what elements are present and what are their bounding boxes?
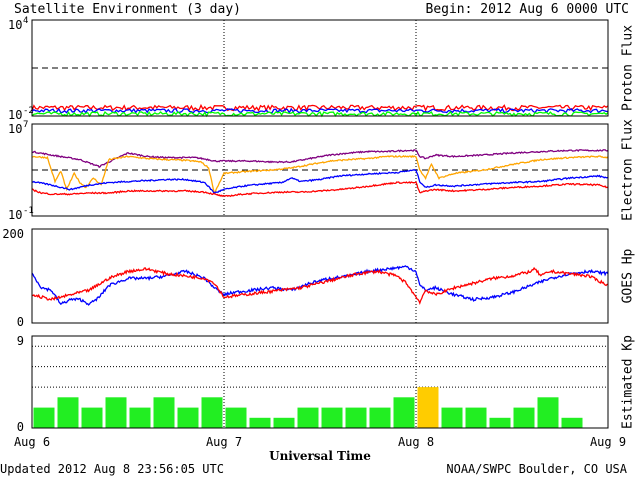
y-tick-label: 10 (8, 208, 22, 222)
series-line-1 (31, 265, 609, 306)
y-axis-label: Estimated Kp (621, 335, 636, 429)
y-tick-label: 10 (8, 108, 22, 122)
panel-2: 10 710 -1 Electron Flux (8, 119, 636, 222)
kp-bar (441, 407, 463, 428)
kp-bar (537, 397, 559, 428)
y-axis-label: Electron Flux (621, 119, 636, 221)
kp-bar (201, 397, 223, 428)
series-line-4 (31, 181, 609, 198)
x-axis-label: Universal Time (269, 449, 371, 463)
source-credit: NOAA/SWPC Boulder, CO USA (446, 462, 627, 476)
series-line-3 (31, 168, 609, 195)
y-tick-exponent: -2 (23, 106, 34, 116)
kp-bar (393, 397, 415, 428)
begin-time: Begin: 2012 Aug 6 0000 UTC (425, 2, 630, 17)
x-tick-label: Aug 8 (398, 435, 434, 449)
kp-bar (249, 417, 271, 428)
kp-bar (465, 407, 487, 428)
panel-frame (31, 19, 609, 117)
series-line-2 (31, 107, 609, 115)
kp-bar (489, 417, 511, 428)
y-axis-label: GOES Hp (621, 248, 636, 303)
panel-frame (31, 123, 609, 217)
kp-bar (369, 407, 391, 428)
series-line-2 (31, 154, 609, 194)
y-tick-label: 0 (17, 420, 24, 434)
kp-bar (417, 387, 439, 428)
series-line-1 (31, 149, 609, 169)
series-line-2 (31, 266, 609, 305)
updated-time: Updated 2012 Aug 8 23:56:05 UTC (0, 462, 224, 476)
panel-3: 200 0 GOES Hp (2, 227, 635, 329)
y-tick-label: 10 (8, 18, 22, 32)
y-tick-label: 10 (8, 122, 22, 136)
x-tick-label: Aug 9 (590, 435, 626, 449)
kp-bar (57, 397, 79, 428)
kp-bar (561, 417, 583, 428)
kp-bar (153, 397, 175, 428)
kp-bar (81, 407, 103, 428)
kp-bar (273, 417, 295, 428)
y-tick-label: 200 (2, 227, 24, 241)
kp-bar (345, 407, 367, 428)
panel-frame (31, 228, 609, 324)
kp-bar (129, 407, 151, 428)
kp-bar (225, 407, 247, 428)
figure-title: Satellite Environment (3 day) (14, 2, 241, 17)
y-tick-label: 0 (17, 315, 24, 329)
y-tick-exponent: 4 (23, 16, 28, 26)
panel-1: 10 410 -2 Proton Flux (8, 16, 636, 122)
y-tick-label: 9 (17, 334, 24, 348)
kp-bar (33, 407, 55, 428)
kp-bar (177, 407, 199, 428)
x-tick-label: Aug 7 (206, 435, 242, 449)
kp-bar (105, 397, 127, 428)
kp-bar (297, 407, 319, 428)
panel-frame (31, 335, 609, 429)
kp-bar (321, 407, 343, 428)
panel-4: 9 0 Estimated Kp (17, 334, 636, 434)
y-tick-exponent: 7 (23, 120, 28, 130)
y-tick-exponent: -1 (23, 206, 34, 216)
y-axis-label: Proton Flux (621, 25, 636, 111)
kp-bar (513, 407, 535, 428)
x-tick-label: Aug 6 (14, 435, 50, 449)
